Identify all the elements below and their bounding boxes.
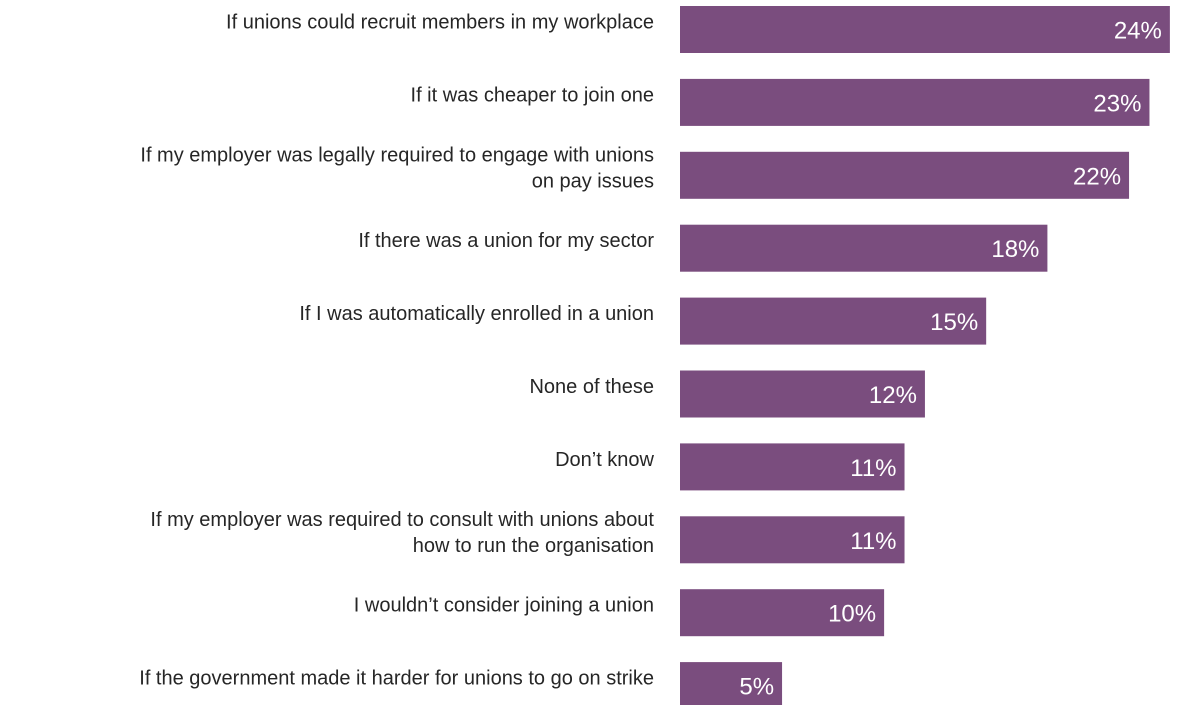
value-labels: 24% 23% 22% 18% 15% 12% 11% 11% 10% 5% bbox=[739, 18, 1162, 701]
category-label-3-line-0: If there was a union for my sector bbox=[358, 230, 654, 252]
bar-8 bbox=[680, 589, 885, 637]
value-label-5: 12% bbox=[869, 382, 917, 409]
bar-5 bbox=[680, 370, 925, 418]
bar-7 bbox=[680, 516, 905, 564]
bar-0 bbox=[680, 6, 1170, 53]
category-label-1: If it was cheaper to join one bbox=[411, 84, 654, 106]
value-label-4: 15% bbox=[930, 309, 978, 336]
category-label-7: If my employer was required to consult w… bbox=[150, 509, 654, 557]
value-label-7: 11% bbox=[850, 528, 896, 555]
category-label-1-line-0: If it was cheaper to join one bbox=[411, 84, 654, 106]
bars bbox=[680, 6, 1170, 705]
category-label-2-line-0: If my employer was legally required to e… bbox=[140, 144, 654, 166]
value-label-8: 10% bbox=[828, 601, 876, 628]
category-label-2-line-1: on pay issues bbox=[532, 170, 654, 192]
value-label-3: 18% bbox=[991, 236, 1039, 263]
category-label-0-line-0: If unions could recruit members in my wo… bbox=[226, 12, 654, 34]
value-label-1: 23% bbox=[1093, 90, 1141, 117]
category-label-6: Don’t know bbox=[555, 449, 654, 471]
bar-1 bbox=[680, 78, 1150, 126]
category-labels: If unions could recruit members in my wo… bbox=[139, 12, 654, 690]
category-label-7-line-0: If my employer was required to consult w… bbox=[150, 509, 654, 531]
bar-6 bbox=[680, 443, 905, 491]
bar-3 bbox=[680, 224, 1048, 272]
value-label-6: 11% bbox=[850, 455, 896, 482]
value-label-0: 24% bbox=[1114, 18, 1162, 45]
bar-9 bbox=[680, 662, 783, 705]
category-label-4-line-0: If I was automatically enrolled in a uni… bbox=[299, 303, 654, 325]
category-label-3: If there was a union for my sector bbox=[358, 230, 654, 252]
category-label-5: None of these bbox=[529, 376, 654, 398]
category-label-7-line-1: how to run the organisation bbox=[413, 535, 654, 557]
value-label-2: 22% bbox=[1073, 163, 1121, 190]
category-label-8-line-0: I wouldn’t consider joining a union bbox=[354, 595, 654, 617]
category-label-0: If unions could recruit members in my wo… bbox=[226, 12, 654, 34]
bar-4 bbox=[680, 297, 987, 345]
category-label-2: If my employer was legally required to e… bbox=[140, 144, 654, 192]
value-label-9: 5% bbox=[739, 674, 774, 701]
category-label-4: If I was automatically enrolled in a uni… bbox=[299, 303, 654, 325]
bar-2 bbox=[680, 151, 1130, 199]
category-label-5-line-0: None of these bbox=[529, 376, 654, 398]
category-label-9: If the government made it harder for uni… bbox=[139, 668, 654, 690]
category-label-8: I wouldn’t consider joining a union bbox=[354, 595, 654, 617]
category-label-9-line-0: If the government made it harder for uni… bbox=[139, 668, 654, 690]
category-label-6-line-0: Don’t know bbox=[555, 449, 654, 471]
